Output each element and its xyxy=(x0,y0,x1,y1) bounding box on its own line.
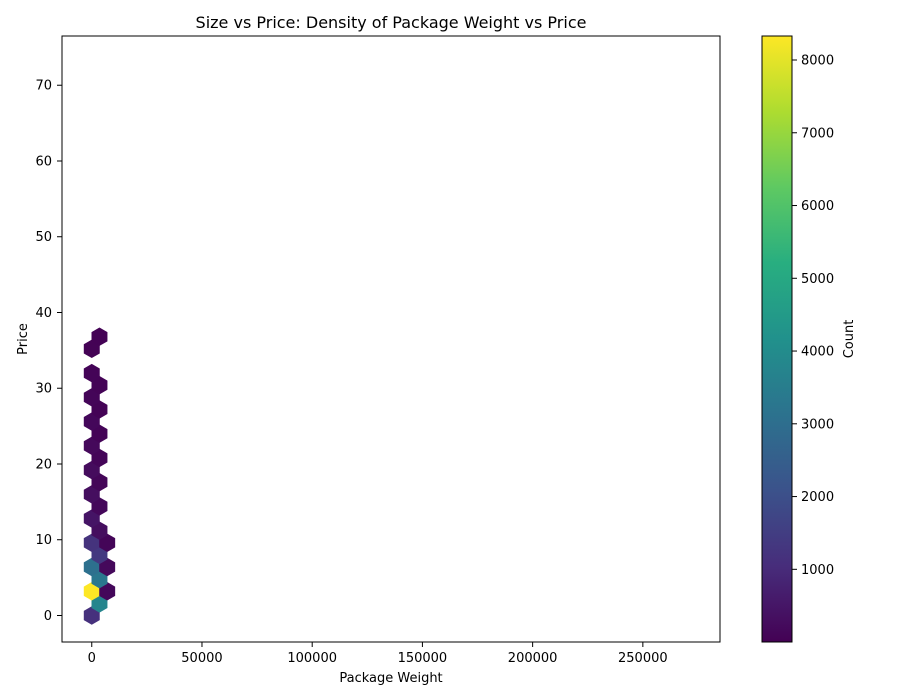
y-tick-label: 20 xyxy=(35,457,52,472)
hexbin-cell xyxy=(91,594,108,613)
colorbar-tick-label: 1000 xyxy=(801,563,834,578)
x-tick-label: 250000 xyxy=(618,651,668,666)
hexbin-cell xyxy=(91,400,108,419)
colorbar-tick-label: 2000 xyxy=(801,490,834,505)
chart-title: Size vs Price: Density of Package Weight… xyxy=(196,13,587,32)
y-tick-label: 70 xyxy=(35,79,52,94)
hexbin-cell xyxy=(91,569,108,589)
colorbar-tick-label: 7000 xyxy=(801,126,834,141)
colorbar-label: Count xyxy=(842,320,857,359)
hexbin-cell xyxy=(91,472,108,492)
hexbin-cell xyxy=(83,582,100,601)
y-axis-ticks: 0 10 20 30 40 50 60 70 xyxy=(35,79,62,624)
hexbin-cell xyxy=(91,376,108,395)
hexbin-cell xyxy=(91,327,108,346)
colorbar-tick-label: 6000 xyxy=(801,199,834,214)
hexbin-cell xyxy=(91,521,108,540)
hexbin-cell xyxy=(91,448,108,468)
hexbin-cell xyxy=(83,460,100,480)
y-tick-label: 60 xyxy=(35,154,52,169)
hexbin-cell xyxy=(83,533,100,552)
y-tick-label: 0 xyxy=(44,609,52,624)
hexbin-layer xyxy=(83,327,116,625)
hexbin-cell xyxy=(83,339,100,359)
colorbar-tick-label: 4000 xyxy=(801,345,834,360)
hexbin-cell xyxy=(91,424,108,443)
hexbin-cell xyxy=(83,509,100,528)
hexbin-cell xyxy=(91,545,108,565)
plot-frame xyxy=(61,35,721,643)
x-tick-label: 0 xyxy=(88,651,96,666)
hexbin-cell xyxy=(83,363,100,383)
colorbar: 1000 2000 3000 4000 5000 6000 7000 8000 Count xyxy=(761,35,857,643)
hexbin-cell xyxy=(83,412,100,431)
y-tick-label: 40 xyxy=(35,306,52,321)
colorbar-tick-label: 3000 xyxy=(801,417,834,432)
y-tick-label: 50 xyxy=(35,230,52,245)
plot-area: 0 50000 100000 150000 200000 250000 0 10 20 30 40… xyxy=(35,35,721,666)
hexbin-cell xyxy=(83,557,100,577)
x-tick-label: 100000 xyxy=(287,651,337,666)
y-tick-label: 10 xyxy=(35,533,52,548)
x-tick-label: 50000 xyxy=(181,651,222,666)
x-axis-label: Package Weight xyxy=(339,671,442,686)
x-tick-label: 150000 xyxy=(398,651,448,666)
colorbar-tick-label: 8000 xyxy=(801,54,834,69)
colorbar-ticks: 1000 2000 3000 4000 5000 6000 7000 8000 xyxy=(792,54,834,578)
x-axis-ticks: 0 50000 100000 150000 200000 250000 xyxy=(88,642,668,666)
hexbin-cell xyxy=(83,436,100,456)
colorbar-gradient xyxy=(761,35,793,643)
y-tick-label: 30 xyxy=(35,382,52,397)
hexbin-cell xyxy=(99,582,116,601)
hexbin-cell xyxy=(99,533,116,552)
hexbin-cell xyxy=(83,606,100,625)
hexbin-cell xyxy=(91,497,108,516)
colorbar-tick-label: 5000 xyxy=(801,272,834,287)
hexbin-cell xyxy=(99,557,116,577)
hexbin-cell xyxy=(83,485,100,504)
y-axis-label: Price xyxy=(16,323,31,355)
hexbin-cell xyxy=(83,388,100,407)
x-tick-label: 200000 xyxy=(508,651,558,666)
